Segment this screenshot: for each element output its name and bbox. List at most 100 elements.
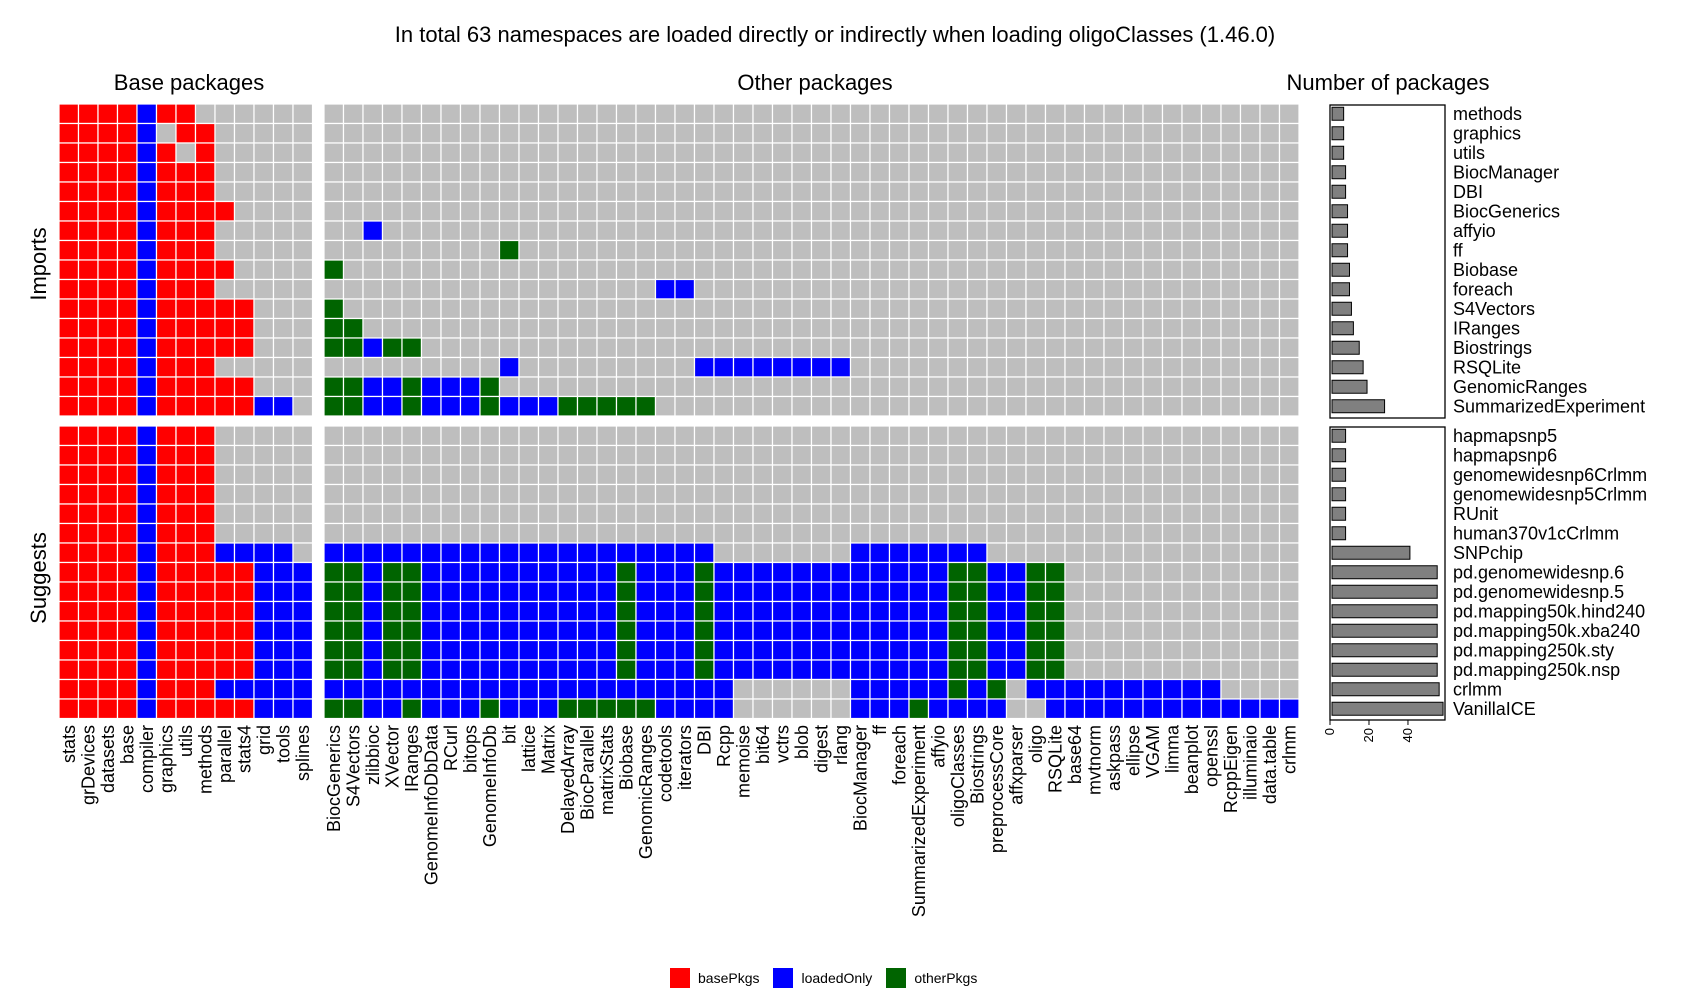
cell-imports-summarizedexperiment-rcurl	[440, 395, 462, 417]
cell-suggests-pd-mapping50k-hind240-biobase	[615, 600, 637, 622]
cell-suggests-crlmm-rsqlite	[1044, 678, 1066, 700]
cell-suggests-hapmapsnp6-datasets	[97, 444, 119, 466]
cell-imports-genomicranges-biocmanager	[849, 376, 871, 398]
cell-imports-biocgenerics-lattice	[518, 200, 540, 222]
cell-suggests-hapmapsnp5-rcppeigen	[1220, 425, 1242, 447]
cell-suggests-genomewidesnp5crlmm-datasets	[97, 483, 119, 505]
cell-suggests-snpchip-vgam	[1142, 542, 1164, 564]
cell-imports-rsqlite-memoise	[732, 356, 754, 378]
cell-imports-biostrings-stats	[58, 337, 80, 359]
cell-suggests-snpchip-stats4	[233, 542, 255, 564]
cell-suggests-pd-mapping250k-sty-genomeinfodbdata	[420, 639, 442, 661]
cell-imports-utils-xvector	[381, 142, 403, 164]
cell-suggests-genomewidesnp5crlmm-parallel	[214, 483, 236, 505]
cell-imports-genomicranges-bitops	[459, 376, 481, 398]
bar-suggests-vanillaice	[1331, 701, 1444, 716]
cell-imports-genomicranges-grid	[253, 376, 275, 398]
row-label-imports-rsqlite: RSQLite	[1453, 357, 1521, 377]
cell-suggests-hapmapsnp5-bit	[498, 425, 520, 447]
cell-suggests-crlmm-matrix	[537, 678, 559, 700]
cell-suggests-crlmm-lattice	[518, 678, 540, 700]
cell-suggests-vanillaice-beanplot	[1181, 698, 1203, 720]
cell-imports-dbi-rcppeigen	[1220, 181, 1242, 203]
cell-suggests-genomewidesnp5crlmm-openssl	[1200, 483, 1222, 505]
cell-imports-utils-vgam	[1142, 142, 1164, 164]
cell-suggests-pd-mapping250k-nsp-summarizedexperiment	[908, 659, 930, 681]
cell-imports-biocgenerics-oligo	[1025, 200, 1047, 222]
cell-suggests-pd-mapping250k-sty-beanplot	[1181, 639, 1203, 661]
cell-imports-ff-iranges	[401, 239, 423, 261]
cell-suggests-pd-mapping250k-nsp-splines	[292, 659, 314, 681]
cell-imports-biostrings-ellipse	[1122, 337, 1144, 359]
cell-suggests-pd-mapping250k-nsp-genomeinfodb	[479, 659, 501, 681]
cell-suggests-pd-mapping50k-hind240-rcppeigen	[1220, 600, 1242, 622]
cell-imports-biocgenerics-genomeinfodb	[479, 200, 501, 222]
cell-suggests-runit-iranges	[401, 503, 423, 525]
cell-imports-utils-biocmanager	[849, 142, 871, 164]
bar-imports-ff	[1331, 243, 1349, 258]
cell-imports-biocgenerics-affxparser	[1005, 200, 1027, 222]
cell-imports-ff-ff	[869, 239, 891, 261]
cell-imports-genomicranges-biostrings	[966, 376, 988, 398]
cell-imports-summarizedexperiment-grdevices	[77, 395, 99, 417]
cell-suggests-runit-oligoclasses	[947, 503, 969, 525]
cell-imports-summarizedexperiment-bit64	[752, 395, 774, 417]
cell-suggests-human370v1ccrlmm-utils	[175, 522, 197, 544]
cell-suggests-runit-bitops	[459, 503, 481, 525]
cell-imports-rsqlite-splines	[292, 356, 314, 378]
cell-imports-biocgenerics-rcpp	[713, 200, 735, 222]
cell-imports-iranges-digest	[810, 317, 832, 339]
cell-suggests-hapmapsnp5-vctrs	[771, 425, 793, 447]
cell-imports-iranges-oligoclasses	[947, 317, 969, 339]
cell-suggests-runit-preprocesscore	[986, 503, 1008, 525]
cell-imports-ff-splines	[292, 239, 314, 261]
cell-imports-summarizedexperiment-blob	[791, 395, 813, 417]
cell-suggests-pd-genomewidesnp-6-foreach	[888, 561, 910, 583]
cell-imports-rsqlite-bit64	[752, 356, 774, 378]
cell-imports-ff-openssl	[1200, 239, 1222, 261]
column-label-compiler: compiler	[137, 725, 157, 793]
cell-suggests-genomewidesnp5crlmm-limma	[1161, 483, 1183, 505]
cell-suggests-vanillaice-openssl	[1200, 698, 1222, 720]
cell-suggests-pd-genomewidesnp-6-methods	[194, 561, 216, 583]
cell-suggests-runit-affxparser	[1005, 503, 1027, 525]
cell-imports-dbi-biocmanager	[849, 181, 871, 203]
cell-imports-biobase-blob	[791, 259, 813, 281]
cell-suggests-hapmapsnp5-xvector	[381, 425, 403, 447]
cell-suggests-hapmapsnp5-preprocesscore	[986, 425, 1008, 447]
cell-suggests-human370v1ccrlmm-biocgenerics	[323, 522, 345, 544]
cell-suggests-hapmapsnp5-genomeinfodbdata	[420, 425, 442, 447]
cell-imports-biocgenerics-summarizedexperiment	[908, 200, 930, 222]
cell-imports-graphics-graphics	[155, 122, 177, 144]
cell-suggests-pd-mapping250k-nsp-iranges	[401, 659, 423, 681]
cell-imports-rsqlite-utils	[175, 356, 197, 378]
cell-imports-iranges-base	[116, 317, 138, 339]
cell-suggests-hapmapsnp6-affyio	[927, 444, 949, 466]
cell-imports-biocmanager-s4vectors	[342, 161, 364, 183]
cell-imports-affyio-limma	[1161, 220, 1183, 242]
cell-imports-genomicranges-xvector	[381, 376, 403, 398]
cell-suggests-genomewidesnp6crlmm-biocgenerics	[323, 464, 345, 486]
cell-imports-biostrings-tools	[272, 337, 294, 359]
cell-imports-biobase-openssl	[1200, 259, 1222, 281]
cell-suggests-snpchip-base	[116, 542, 138, 564]
cell-imports-methods-lattice	[518, 103, 540, 125]
cell-suggests-crlmm-data-table	[1259, 678, 1281, 700]
cell-imports-iranges-blob	[791, 317, 813, 339]
cell-imports-biocgenerics-methods	[194, 200, 216, 222]
cell-imports-biocmanager-bitops	[459, 161, 481, 183]
cell-suggests-pd-mapping250k-sty-oligo	[1025, 639, 1047, 661]
cell-suggests-genomewidesnp6crlmm-vgam	[1142, 464, 1164, 486]
cell-suggests-pd-mapping250k-nsp-genomeinfodbdata	[420, 659, 442, 681]
cell-suggests-pd-mapping50k-xba240-crlmm	[1278, 620, 1300, 642]
cell-suggests-pd-mapping50k-hind240-dbi	[693, 600, 715, 622]
cell-imports-graphics-genomeinfodb	[479, 122, 501, 144]
cell-suggests-genomewidesnp5crlmm-data-table	[1259, 483, 1281, 505]
column-label-data-table: data.table	[1260, 725, 1280, 804]
bar-axis-tick-label-20: 20	[1361, 728, 1376, 742]
cell-imports-ff-base	[116, 239, 138, 261]
cell-imports-summarizedexperiment-biostrings	[966, 395, 988, 417]
cell-suggests-pd-mapping50k-xba240-base64	[1064, 620, 1086, 642]
cell-suggests-human370v1ccrlmm-memoise	[732, 522, 754, 544]
cell-imports-summarizedexperiment-xvector	[381, 395, 403, 417]
